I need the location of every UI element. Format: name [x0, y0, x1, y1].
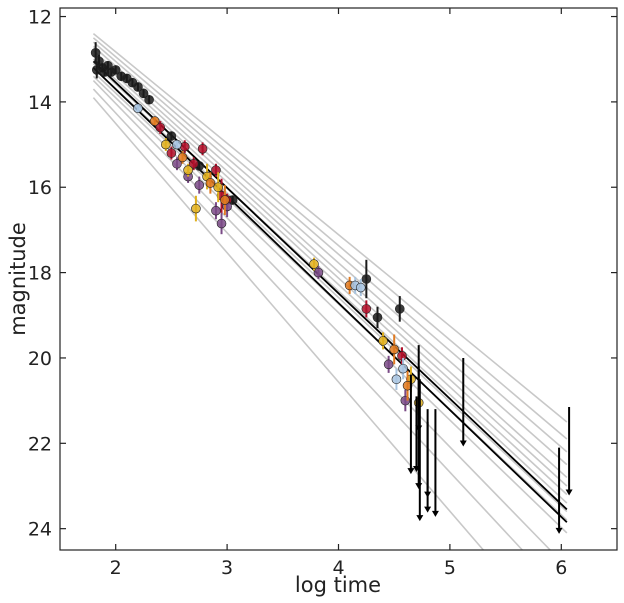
x-axis-ticks: 2 3 4 5 6	[110, 8, 567, 579]
data-point	[177, 152, 188, 163]
data-point	[361, 304, 372, 314]
upper-limit-arrow	[431, 510, 439, 517]
y-axis-label: magnitude	[6, 222, 30, 336]
y-tick-label: 14	[28, 92, 52, 114]
data-point	[144, 94, 154, 105]
data-point	[372, 312, 383, 323]
data-point	[398, 363, 408, 374]
data-point	[394, 304, 405, 314]
data-point	[213, 182, 223, 193]
model-line	[92, 88, 523, 551]
data-point	[172, 139, 182, 150]
x-tick-label: 4	[332, 557, 344, 579]
data-point	[383, 359, 394, 370]
y-tick-label: 20	[28, 348, 52, 370]
model-line	[92, 79, 551, 551]
model-line	[92, 45, 568, 466]
data-point	[166, 148, 177, 158]
y-tick-label: 18	[28, 263, 52, 285]
data-point	[194, 180, 205, 190]
data-point	[309, 259, 319, 269]
upper-limit-arrow	[415, 425, 423, 432]
data-point	[110, 65, 121, 75]
data-point	[155, 122, 166, 133]
data-point	[166, 131, 177, 141]
model-line	[92, 41, 568, 453]
upper-limit-arrow	[407, 468, 415, 475]
data-point	[197, 144, 208, 154]
x-tick-label: 3	[221, 557, 233, 579]
y-tick-label: 22	[28, 433, 52, 455]
data-point	[172, 158, 182, 169]
data-point	[205, 178, 216, 188]
data-point	[188, 158, 199, 169]
data-point	[220, 195, 230, 205]
data-point	[397, 351, 407, 361]
x-axis-label: log time	[295, 573, 381, 597]
model-line	[92, 32, 568, 423]
upper-limit-arrow	[459, 440, 467, 447]
data-points-group	[90, 42, 424, 414]
data-point	[389, 344, 400, 355]
data-point	[391, 374, 402, 385]
model-line	[92, 50, 568, 479]
x-tick-label: 2	[110, 557, 122, 579]
data-point	[149, 116, 160, 126]
data-point	[211, 205, 221, 216]
upper-limit-arrow	[416, 515, 424, 522]
x-tick-label: 6	[555, 557, 567, 579]
data-point	[161, 139, 171, 150]
data-point	[402, 380, 413, 391]
upper-limit-arrow	[565, 489, 573, 496]
upper-limits-group	[407, 345, 573, 534]
data-point	[378, 336, 388, 346]
data-point	[313, 267, 324, 278]
upper-limit-arrow	[555, 527, 563, 534]
y-axis-ticks: 12 14 16 18 20 22 24	[28, 7, 617, 541]
data-point	[90, 48, 101, 58]
data-point	[183, 165, 193, 175]
data-point	[133, 103, 143, 114]
model-line	[92, 37, 568, 440]
data-point	[191, 203, 201, 214]
y-tick-label: 24	[28, 519, 52, 541]
model-line	[92, 67, 568, 513]
upper-limit-arrow	[424, 506, 432, 513]
data-point	[355, 282, 366, 293]
data-point	[138, 88, 149, 99]
x-tick-label: 5	[444, 557, 456, 579]
data-point	[216, 218, 227, 229]
y-tick-label: 16	[28, 177, 52, 199]
data-point	[361, 274, 372, 284]
y-tick-label: 12	[28, 7, 52, 29]
data-point	[133, 82, 143, 92]
model-line	[92, 54, 568, 487]
